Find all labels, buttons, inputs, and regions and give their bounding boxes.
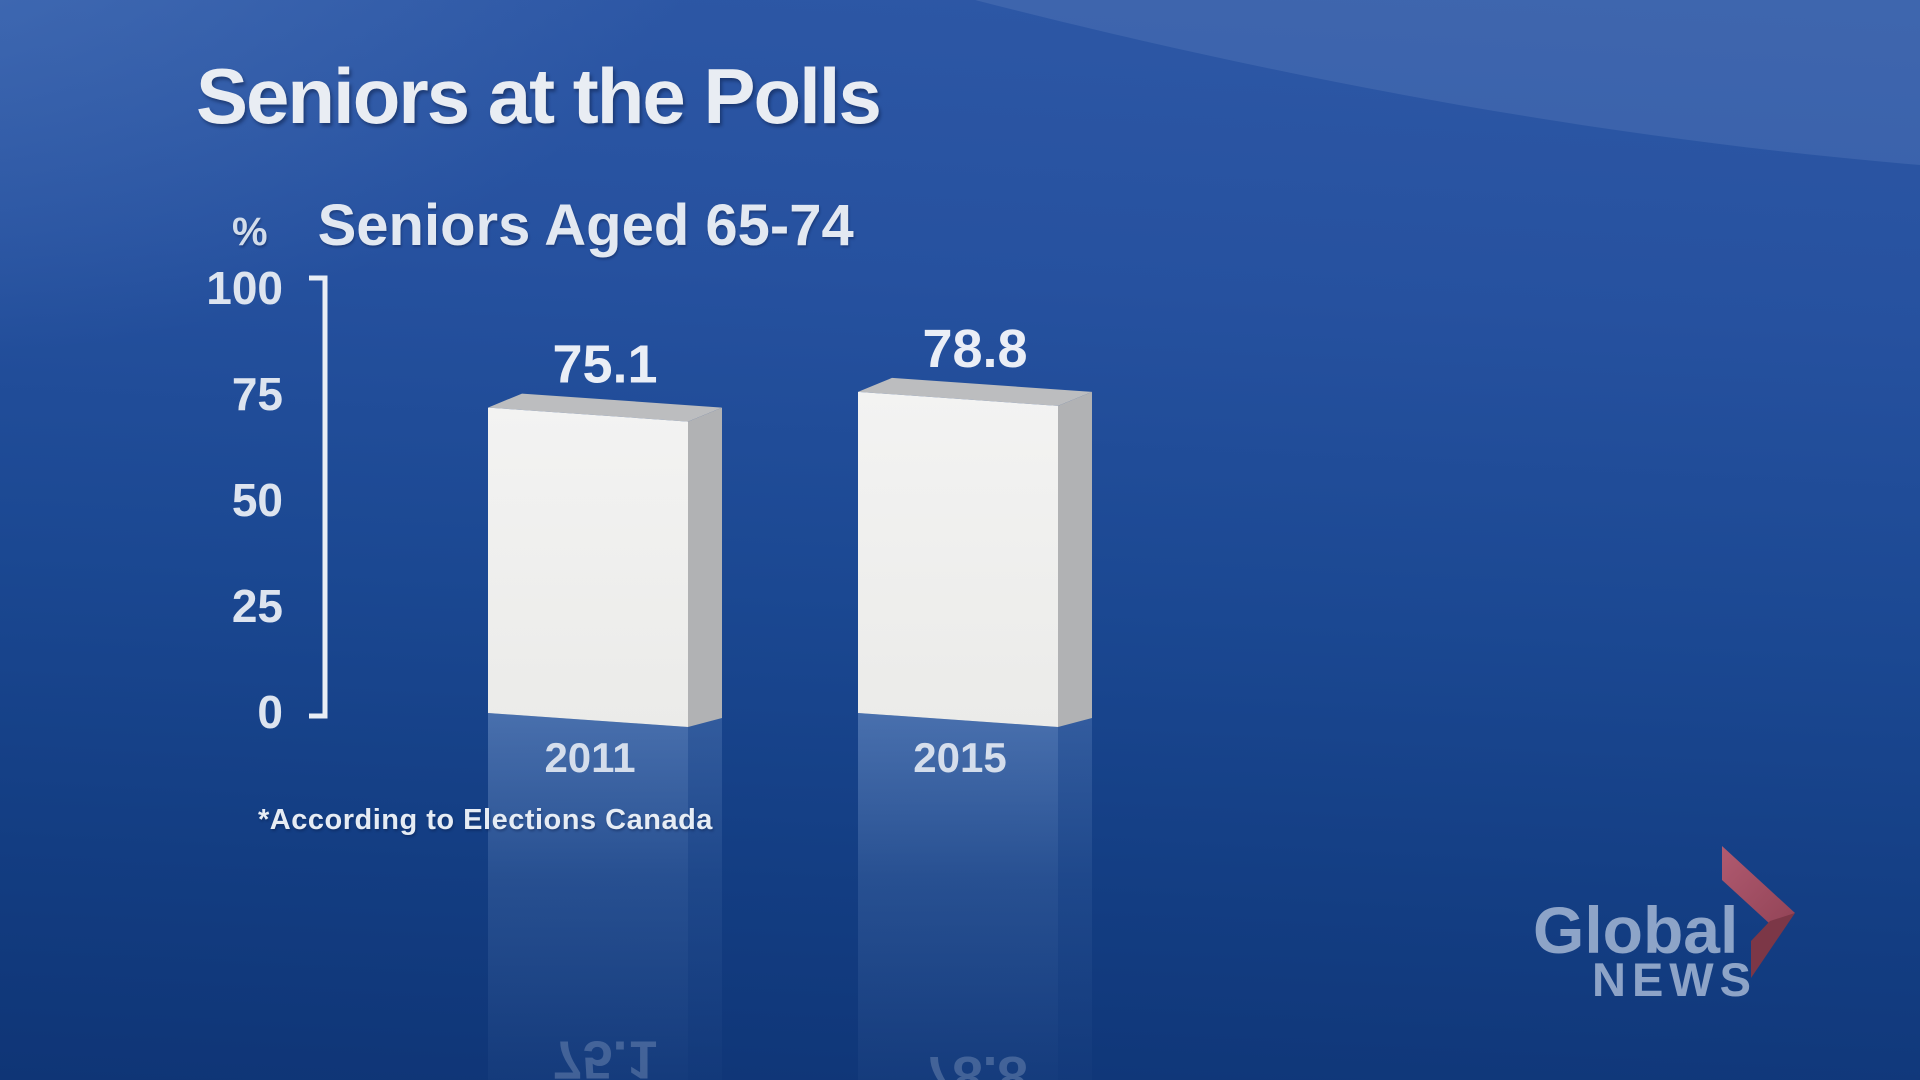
bar-category-label: 2011	[544, 734, 635, 781]
bar-2015: 78.8 78.8 2015	[858, 319, 1092, 1080]
source-footnote: *According to Elections Canada	[258, 804, 713, 836]
y-axis-tick-label: 50	[232, 474, 283, 526]
bar-value-reflection: 78.8	[922, 1045, 1027, 1080]
bar-front-face	[858, 391, 1058, 727]
bar-side-face	[1058, 391, 1092, 727]
logo-global-text: Global	[1533, 893, 1739, 967]
bar-top-face	[858, 377, 1092, 406]
y-axis	[309, 275, 328, 719]
bar-value-label: 78.8	[922, 319, 1027, 379]
headline: Seniors at the Polls	[196, 52, 882, 140]
bar-side-face	[688, 407, 722, 727]
percent-unit-label: %	[232, 210, 268, 254]
bar-front-face	[488, 407, 688, 727]
global-news-chevron-icon	[1722, 846, 1795, 978]
bar-2011: 75.1 75.1 2011	[488, 335, 722, 1080]
chevron-lower-band	[1751, 913, 1795, 978]
logo-news-text: NEWS	[1592, 953, 1757, 1006]
bar-category-label: 2015	[913, 734, 1006, 781]
bar-top-face	[488, 393, 722, 422]
bar-side-reflection	[688, 713, 722, 1080]
global-news-logo: Global NEWS	[1450, 840, 1920, 1080]
bars: 75.1 75.1 2011 78.8 78.8 2015	[488, 319, 1092, 1080]
chart-subtitle: % Seniors Aged 65-74	[232, 192, 854, 259]
chevron-upper-band	[1722, 846, 1795, 924]
y-axis-tick-label: 100	[206, 262, 283, 314]
bar-value-reflection: 75.1	[552, 1029, 657, 1080]
y-axis-tick-label: 25	[232, 580, 283, 632]
bar-reflection	[488, 713, 688, 1080]
y-axis-tick-label: 75	[232, 368, 283, 420]
chart-subtitle-text: Seniors Aged 65-74	[317, 193, 854, 258]
bar-reflection	[858, 713, 1058, 1080]
bar-side-reflection	[1058, 713, 1092, 1080]
y-axis-tick-labels: 100 75 50 25 0	[206, 262, 283, 738]
y-axis-tick-label: 0	[257, 686, 283, 738]
bar-value-label: 75.1	[552, 335, 657, 395]
